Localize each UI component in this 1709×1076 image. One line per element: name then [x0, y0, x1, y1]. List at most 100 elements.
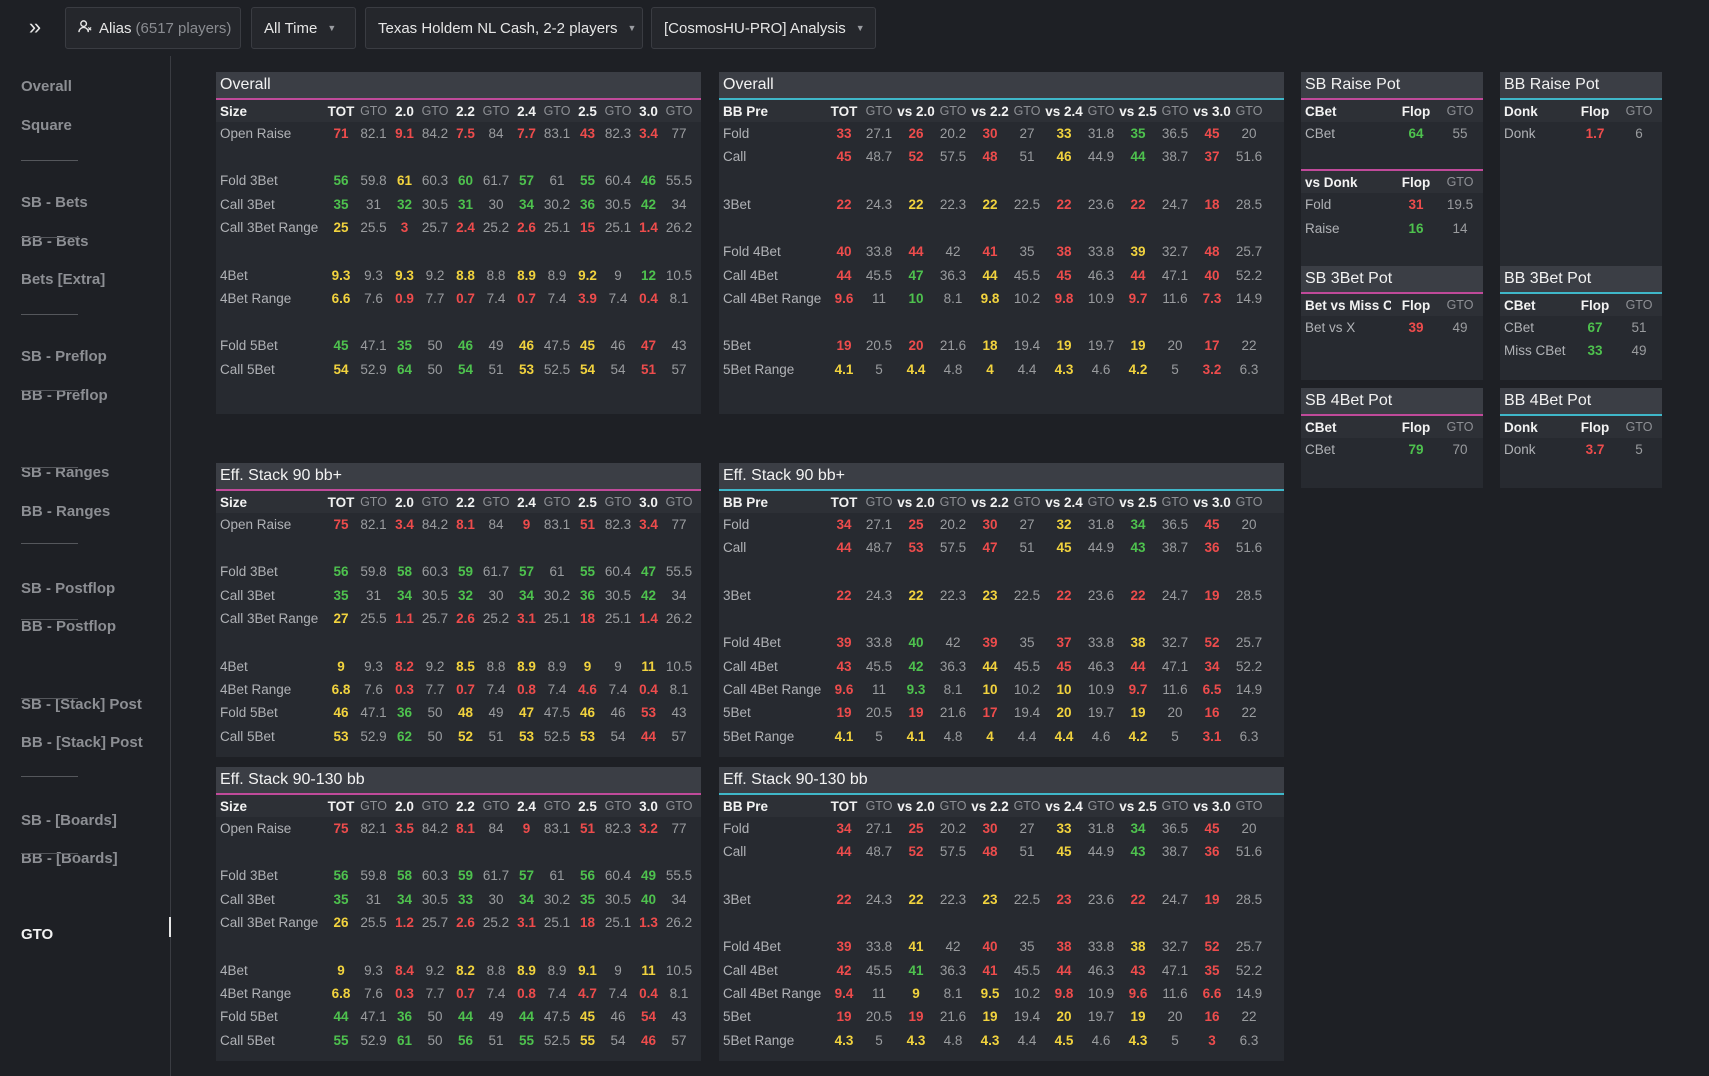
stat-value: 22 [982, 196, 998, 212]
gto-value: 33.8 [865, 635, 893, 651]
table-header: BB Pre TOT GTO vs 2.0 GTO vs 2.2 GTO vs 2.4 GTO v… [719, 98, 1284, 122]
stat-value: 4.5 [1054, 1032, 1074, 1048]
stat-value: 40 [1204, 267, 1220, 283]
gto-value: 14 [1452, 220, 1468, 236]
stat-value: 0.7 [456, 290, 475, 306]
gto-value: 20.5 [865, 705, 893, 721]
gto-value: 77 [671, 517, 687, 532]
stat-value: 45 [1056, 844, 1072, 860]
gto-value: 59.8 [360, 868, 387, 884]
column-header: GTO [1625, 420, 1653, 434]
stat-value: 16 [1408, 220, 1424, 236]
stat-value: 3.4 [639, 126, 658, 141]
stat-value: 19 [1130, 338, 1146, 354]
panel-title: SB 4Bet Pot [1301, 388, 1483, 414]
table-row: 4Bet 9.3 9.3 9.3 9.2 8.8 8.8 8.9 8.9 9.2 9 12 10.5 [216, 264, 701, 287]
gto-value: 47.5 [543, 338, 571, 354]
row-label: Fold 4Bet [723, 244, 781, 260]
stat-value: 9 [337, 962, 345, 978]
column-header: vs 2.5 [1119, 799, 1157, 814]
row-label: Call 4Bet [723, 962, 778, 978]
report-filter-dropdown[interactable]: [CosmosHU-PRO] Analysis ▼ [651, 7, 876, 49]
stat-value: 8.4 [395, 962, 414, 978]
stat-value: 6.8 [331, 985, 351, 1001]
sidebar-item-sb-preflop[interactable]: SB - Preflop [21, 348, 107, 365]
sidebar-item-bets-extra[interactable]: Bets [Extra] [21, 271, 106, 288]
stat-value: 36 [579, 196, 596, 212]
gto-value: 6 [1635, 126, 1643, 141]
gto-value: 70 [1452, 442, 1468, 457]
sidebar-item-bb-bets[interactable]: BB - Bets [21, 233, 89, 250]
gto-value: 47.1 [360, 338, 387, 354]
sidebar-separator [21, 390, 78, 391]
sidebar-item-bb-boards[interactable]: BB - [Boards] [21, 850, 118, 867]
sidebar-item-bb-ranges[interactable]: BB - Ranges [21, 503, 111, 520]
stat-value: 56 [457, 1032, 474, 1048]
gto-value: 61.7 [482, 868, 510, 884]
stat-value: 4.7 [578, 985, 597, 1001]
sidebar-item-square[interactable]: Square [21, 117, 72, 134]
table-row: Call 4Bet 44 45.5 47 36.3 44 45.5 45 46.3 44 47.1 4… [719, 264, 1284, 287]
stat-value: 54 [640, 1009, 657, 1025]
sidebar-item-sb-ranges[interactable]: SB - Ranges [21, 464, 110, 481]
stat-value: 47 [908, 267, 924, 283]
column-header: GTO [421, 104, 449, 118]
sidebar-item-bb-preflop[interactable]: BB - Preflop [21, 387, 108, 404]
game-filter-dropdown[interactable]: Texas Holdem NL Cash, 2-2 players ▼ [365, 7, 643, 49]
gto-value: 31 [365, 891, 382, 907]
gto-value: 51 [488, 728, 504, 744]
stat-value: 32 [1056, 517, 1072, 532]
column-header: GTO [1235, 495, 1263, 509]
stat-value: 2.6 [456, 915, 475, 931]
row-label: 4Bet Range [220, 985, 292, 1001]
table-row: Fold 34 27.1 25 20.2 30 27 33 31.8 34 36.5 45 20 [719, 817, 1284, 840]
caret-down-icon: ▼ [327, 23, 337, 33]
column-header: vs Donk [1305, 175, 1358, 191]
gto-value: 38.7 [1161, 844, 1189, 860]
table-row: Call 4Bet 42 45.5 41 36.3 41 45.5 44 46.3 43 47.1 3… [719, 959, 1284, 982]
table-header: BB Pre TOT GTO vs 2.0 GTO vs 2.2 GTO vs 2.4 GTO v… [719, 489, 1284, 513]
sidebar-item-sb-bets[interactable]: SB - Bets [21, 194, 88, 211]
column-header: vs 2.4 [1045, 495, 1083, 510]
stat-value: 11 [641, 658, 656, 674]
column-header: vs 2.4 [1045, 799, 1083, 814]
sidebar-item-overall[interactable]: Overall [21, 78, 72, 95]
stat-value: 34 [1130, 821, 1146, 836]
stat-value: 48 [982, 149, 998, 165]
table-row: 5Bet 19 20.5 19 21.6 17 19.4 20 19.7 19 20 16 22 [719, 701, 1284, 724]
stat-value: 36 [1204, 844, 1220, 860]
stat-value: 9.8 [980, 290, 1000, 306]
time-filter-dropdown[interactable]: All Time ▼ [251, 7, 356, 49]
stat-value: 6.5 [1202, 681, 1222, 697]
column-header: GTO [543, 495, 571, 509]
table-row: CBet 67 51 [1500, 316, 1662, 339]
stat-value: 56 [333, 173, 349, 189]
sidebar-item-sb-postflop[interactable]: SB - Postflop [21, 580, 116, 597]
stat-value: 35 [333, 587, 349, 603]
panel-title: Overall [719, 72, 1284, 98]
gto-value: 30.5 [604, 196, 632, 212]
gto-value: 4.6 [1091, 361, 1111, 377]
stat-value: 44 [836, 844, 852, 860]
gto-value: 82.3 [604, 517, 632, 532]
sidebar-item-bb-stack-post[interactable]: BB - [Stack] Post [21, 734, 143, 751]
stat-value: 75 [333, 821, 349, 836]
gto-value: 24.3 [865, 587, 893, 603]
active-nav-indicator [169, 917, 171, 937]
sidebar-item-sb-stack-post[interactable]: SB - [Stack] Post [21, 696, 142, 713]
sidebar-item-sb-boards[interactable]: SB - [Boards] [21, 812, 117, 829]
double-chevron-right-icon[interactable]: » [28, 14, 42, 39]
gto-value: 31.8 [1087, 821, 1115, 836]
alias-filter-button[interactable]: Alias (6517 players) [65, 7, 241, 49]
sidebar-item-bb-postflop[interactable]: BB - Postflop [21, 618, 116, 635]
column-header: GTO [1625, 104, 1653, 118]
stat-value: 34 [518, 196, 535, 212]
gto-value: 48.7 [865, 149, 893, 165]
stat-value: 44 [908, 244, 924, 260]
stat-value: 0.4 [639, 985, 658, 1001]
gto-value: 57.5 [939, 149, 967, 165]
column-header: GTO [1013, 495, 1041, 509]
gto-value: 57.5 [939, 540, 967, 556]
sidebar-item-gto[interactable]: GTO [21, 926, 54, 943]
gto-value: 51.6 [1235, 540, 1263, 556]
